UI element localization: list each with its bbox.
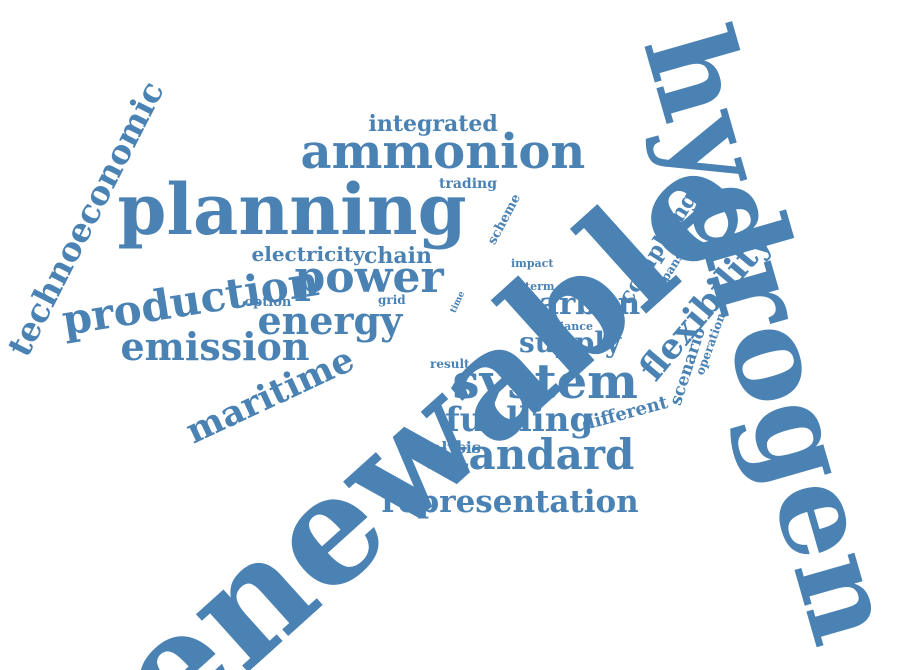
word-term: term [525, 279, 555, 293]
word-grid: grid [378, 293, 406, 307]
word-fuelling: fuelling [445, 400, 594, 440]
word-power: power [294, 252, 444, 303]
word-integrated: integrated [368, 111, 498, 137]
word-standard: standard [425, 430, 635, 479]
word-impact: impact [511, 256, 554, 270]
word-system: system [452, 354, 638, 410]
word-analysis: analysis [409, 438, 481, 457]
word-planning: planning [117, 168, 467, 251]
word-supply: supply [519, 326, 622, 359]
word-emission: emission [120, 324, 310, 369]
word-carbon: carbon [520, 285, 641, 322]
word-reliance: reliance [543, 319, 593, 333]
word-electricity: electricity [251, 242, 365, 266]
word-scheme: scheme [484, 191, 524, 247]
word-energy: energy [257, 298, 403, 343]
word-option: option [244, 294, 292, 310]
word-representation: representation [381, 483, 639, 520]
word-ammonion: ammonion [300, 124, 586, 180]
word-trading: trading [439, 176, 497, 192]
word-result: result [430, 357, 470, 371]
word-chain: chain [364, 243, 432, 269]
